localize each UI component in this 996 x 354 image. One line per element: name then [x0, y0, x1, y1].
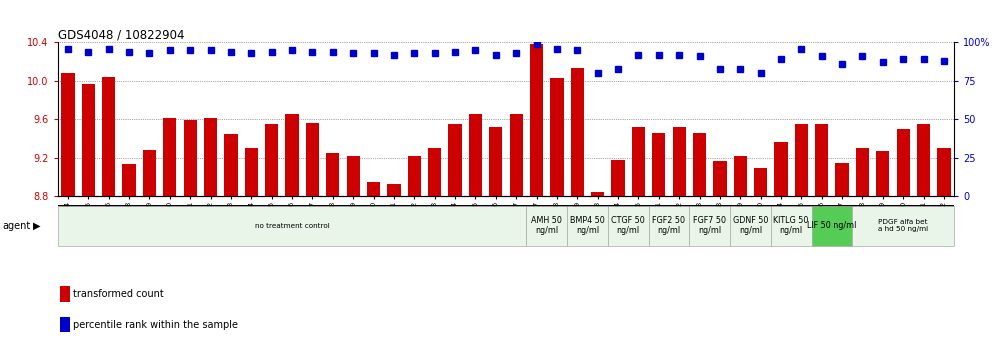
Bar: [631, 127, 645, 196]
Text: no treatment control: no treatment control: [255, 223, 330, 229]
Text: ▶: ▶: [33, 221, 41, 231]
Bar: [469, 114, 482, 196]
Text: percentile rank within the sample: percentile rank within the sample: [74, 320, 238, 330]
Text: AMH 50
ng/ml: AMH 50 ng/ml: [531, 216, 562, 235]
Bar: [571, 68, 584, 196]
FancyBboxPatch shape: [608, 206, 648, 246]
FancyBboxPatch shape: [526, 206, 567, 246]
Bar: [856, 148, 870, 196]
FancyBboxPatch shape: [730, 206, 771, 246]
Bar: [448, 124, 462, 196]
Bar: [734, 156, 747, 196]
Text: GDNF 50
ng/ml: GDNF 50 ng/ml: [733, 216, 768, 235]
Bar: [510, 114, 523, 196]
Text: GDS4048 / 10822904: GDS4048 / 10822904: [58, 28, 184, 41]
Bar: [60, 317, 70, 332]
Text: BMP4 50
ng/ml: BMP4 50 ng/ml: [570, 216, 605, 235]
Bar: [713, 161, 726, 196]
Bar: [245, 148, 258, 196]
Bar: [102, 77, 116, 196]
Bar: [937, 148, 950, 196]
Bar: [265, 124, 278, 196]
Bar: [163, 118, 176, 196]
Bar: [142, 150, 156, 196]
Text: FGF7 50
ng/ml: FGF7 50 ng/ml: [693, 216, 726, 235]
FancyBboxPatch shape: [689, 206, 730, 246]
Text: transformed count: transformed count: [74, 289, 164, 299]
FancyBboxPatch shape: [771, 206, 812, 246]
Bar: [82, 84, 95, 196]
Bar: [530, 44, 543, 196]
Bar: [896, 129, 910, 196]
Text: KITLG 50
ng/ml: KITLG 50 ng/ml: [774, 216, 809, 235]
FancyBboxPatch shape: [648, 206, 689, 246]
Text: CTGF 50
ng/ml: CTGF 50 ng/ml: [612, 216, 645, 235]
Bar: [815, 124, 829, 196]
Bar: [286, 114, 299, 196]
Bar: [183, 120, 197, 196]
Bar: [306, 123, 319, 196]
Bar: [60, 286, 70, 302]
Bar: [774, 142, 788, 196]
Bar: [123, 164, 135, 196]
Text: FGF2 50
ng/ml: FGF2 50 ng/ml: [652, 216, 685, 235]
Bar: [347, 156, 360, 196]
Bar: [693, 133, 706, 196]
Bar: [917, 124, 930, 196]
Bar: [367, 182, 380, 196]
Bar: [754, 167, 767, 196]
Text: PDGF alfa bet
a hd 50 ng/ml: PDGF alfa bet a hd 50 ng/ml: [878, 219, 928, 232]
Bar: [652, 133, 665, 196]
Bar: [672, 127, 686, 196]
Bar: [591, 192, 605, 196]
Bar: [612, 160, 624, 196]
Bar: [876, 151, 889, 196]
Bar: [224, 134, 238, 196]
Bar: [204, 118, 217, 196]
Text: LIF 50 ng/ml: LIF 50 ng/ml: [807, 221, 857, 230]
Bar: [62, 73, 75, 196]
FancyBboxPatch shape: [853, 206, 954, 246]
Bar: [489, 127, 502, 196]
Bar: [428, 148, 441, 196]
Bar: [326, 153, 340, 196]
Bar: [795, 124, 808, 196]
Bar: [407, 156, 421, 196]
FancyBboxPatch shape: [567, 206, 608, 246]
Bar: [836, 163, 849, 196]
Text: agent: agent: [2, 221, 30, 231]
Bar: [387, 184, 400, 196]
Bar: [550, 78, 564, 196]
FancyBboxPatch shape: [58, 206, 526, 246]
FancyBboxPatch shape: [812, 206, 853, 246]
